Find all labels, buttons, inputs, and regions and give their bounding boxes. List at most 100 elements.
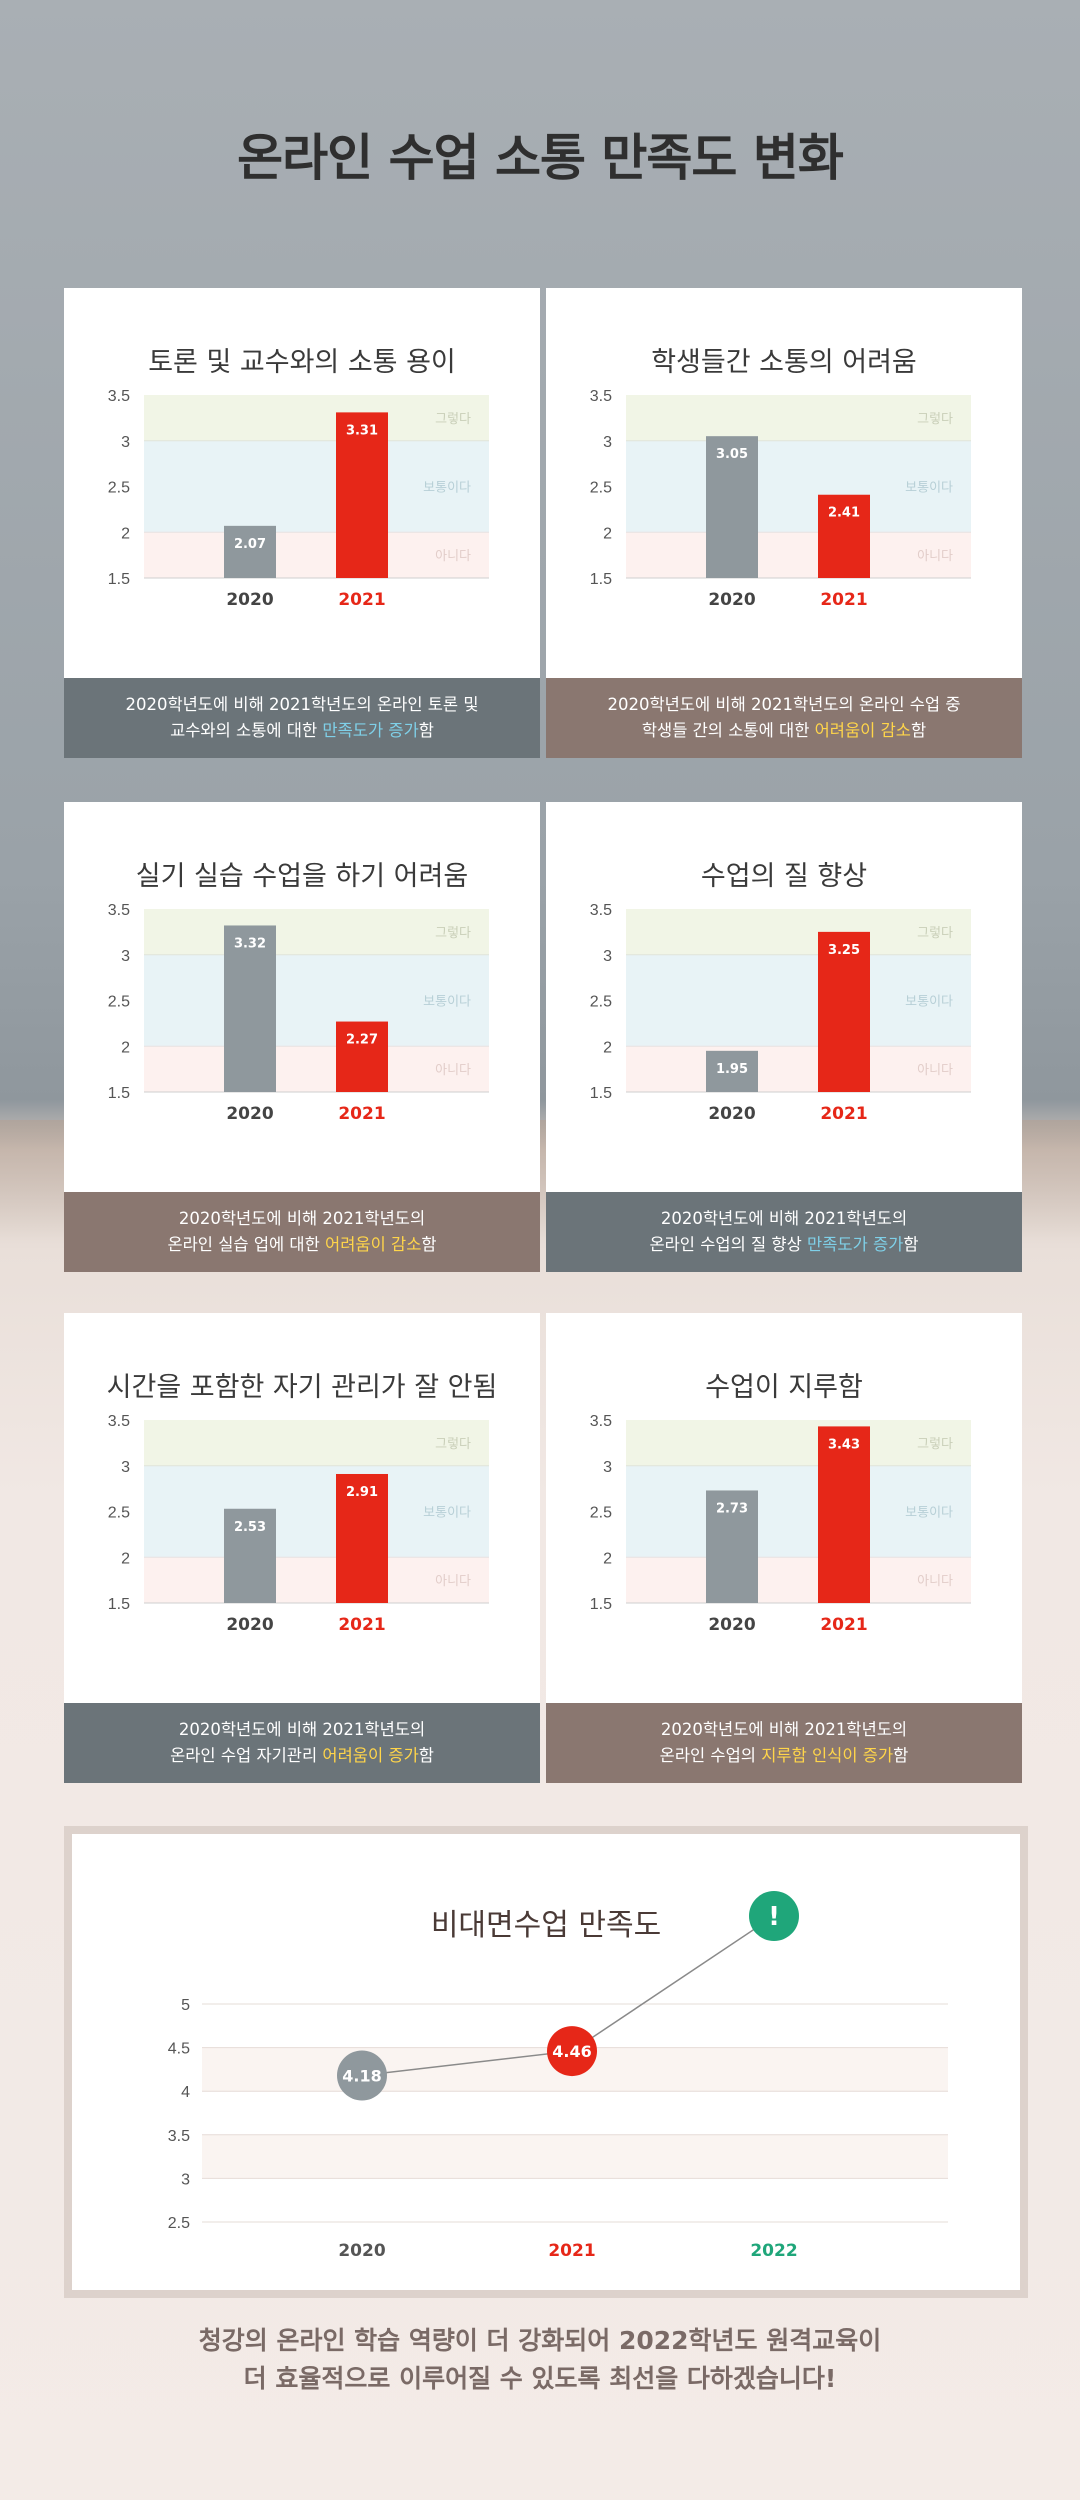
y-tick-label: 2 [121, 1550, 130, 1567]
chart-title: 학생들간 소통의 어려움 [651, 347, 917, 378]
y-tick-label: 3.5 [108, 388, 130, 405]
footer-pre: 온라인 수업의 [659, 1746, 762, 1765]
y-tick-label: 3.5 [590, 388, 612, 405]
y-tick-label: 2.5 [590, 994, 612, 1011]
bar-2020 [706, 1490, 758, 1603]
grid-band [202, 2134, 948, 2179]
bar-value-label: 1.95 [716, 1062, 748, 1077]
footer-highlight: 어려움이 감소 [814, 721, 911, 740]
x-tick-label: 2021 [338, 590, 385, 610]
bar-value-label: 3.05 [716, 447, 748, 462]
closing-message: 청강의 온라인 학습 역량이 더 강화되어 2022학년도 원격교육이 더 효율… [0, 2322, 1080, 2398]
y-tick-label: 1.5 [590, 571, 612, 588]
footer-highlight: 어려움이 증가 [322, 1746, 419, 1765]
y-tick-label: 3 [181, 2171, 190, 2188]
band-label-neutral: 보통이다 [423, 995, 471, 1010]
x-tick-label: 2020 [226, 1104, 273, 1124]
band-label-agree: 그렇다 [435, 412, 471, 427]
band-agree [144, 1420, 489, 1466]
chart-title: 토론 및 교수와의 소통 용이 [148, 347, 456, 378]
chart-footer: 2020학년도에 비해 2021학년도의 온라인 수업 자기관리 어려움이 증가… [64, 1703, 540, 1783]
y-tick-label: 5 [181, 1997, 190, 2014]
band-label-disagree: 아니다 [435, 549, 471, 564]
chart-card-self-management: 시간을 포함한 자기 관리가 잘 안됨 그렇다 보통이다 아니다 1.5 2 2.5 3 3.… [64, 1313, 540, 1783]
y-tick-label: 3 [603, 434, 612, 451]
bar-value-label: 2.07 [234, 537, 266, 552]
point-2020 [337, 2050, 387, 2101]
footer-line1: 2020학년도에 비해 2021학년도의 [178, 1209, 426, 1228]
band-label-agree: 그렇다 [917, 1437, 953, 1452]
line-chart: 2.5 3 3.5 4 4.5 5 4.18 2020 4.46 2021! 2022 [168, 1891, 948, 2261]
footer-post: 함 [910, 721, 927, 740]
band-neutral [144, 954, 489, 1047]
y-tick-label: 1.5 [108, 1085, 130, 1102]
chart-card-discussion: 토론 및 교수와의 소통 용이 그렇다 보통이다 아니다 1.5 2 2.5 3 3.5 2.0… [64, 288, 540, 758]
footer-post: 함 [893, 1746, 909, 1765]
footer-pre: 온라인 수업의 질 향상 [649, 1235, 808, 1254]
y-tick-label: 3 [603, 1459, 612, 1476]
band-label-disagree: 아니다 [917, 549, 953, 564]
footer-pre: 온라인 수업 자기관리 [170, 1746, 323, 1765]
y-tick-label: 1.5 [590, 1085, 612, 1102]
y-tick-label: 2 [603, 525, 612, 542]
band-neutral [626, 440, 971, 533]
point-2021 [547, 2026, 597, 2077]
bar-2021 [818, 1426, 870, 1603]
page-title: 온라인 수업 소통 만족도 변화 [0, 118, 1080, 190]
exclamation-icon: ! [768, 1902, 780, 1932]
band-disagree [144, 1046, 489, 1092]
closing-line1: 청강의 온라인 학습 역량이 더 강화되어 2022학년도 원격교육이 [198, 2326, 882, 2355]
footer-pre: 학생들 간의 소통에 대한 [641, 721, 815, 740]
y-tick-label: 3 [121, 1459, 130, 1476]
footer-post: 함 [418, 721, 434, 740]
band-label-neutral: 보통이다 [423, 1506, 471, 1521]
band-agree [626, 395, 971, 441]
bar-2020 [706, 436, 758, 578]
x-tick-label: 2021 [820, 1104, 867, 1124]
y-tick-label: 2.5 [590, 1505, 612, 1522]
x-tick-label: 2021 [820, 1615, 867, 1635]
y-tick-label: 2 [603, 1550, 612, 1567]
y-tick-label: 1.5 [590, 1596, 612, 1613]
x-tick-label: 2022 [750, 2241, 797, 2261]
y-tick-label: 2.5 [108, 480, 130, 497]
bar-2021 [336, 412, 388, 578]
bar-2020 [706, 1050, 758, 1092]
band-agree [626, 1420, 971, 1466]
closing-line2: 더 효율적으로 이루어질 수 있도록 최선을 다하겠습니다! [243, 2364, 837, 2393]
footer-highlight: 지루함 인식이 증가 [761, 1746, 894, 1765]
y-tick-label: 3 [121, 434, 130, 451]
band-label-neutral: 보통이다 [905, 995, 953, 1010]
x-tick-label: 2020 [708, 1615, 755, 1635]
line-chart-title: 비대면수업 만족도 [430, 1908, 662, 1943]
chart-footer: 2020학년도에 비해 2021학년도의 온라인 수업의 지루함 인식이 증가함 [546, 1703, 1022, 1783]
y-tick-label: 3.5 [108, 1413, 130, 1430]
footer-post: 함 [418, 1746, 434, 1765]
point-value-label: 4.18 [342, 2067, 381, 2086]
band-label-neutral: 보통이다 [905, 481, 953, 496]
bar-value-label: 3.32 [234, 936, 266, 951]
footer-highlight: 만족도가 증가 [322, 721, 419, 740]
band-agree [144, 909, 489, 955]
x-tick-label: 2020 [708, 1104, 755, 1124]
band-disagree [626, 532, 971, 578]
band-neutral [144, 440, 489, 533]
bar-2020 [224, 1508, 276, 1603]
band-label-agree: 그렇다 [917, 926, 953, 941]
band-label-agree: 그렇다 [435, 926, 471, 941]
y-tick-label: 1.5 [108, 1596, 130, 1613]
bar-value-label: 3.43 [828, 1437, 860, 1452]
band-neutral [626, 954, 971, 1047]
footer-pre: 교수와의 소통에 대한 [170, 721, 323, 740]
footer-highlight: 만족도가 증가 [807, 1235, 904, 1254]
bar-value-label: 2.41 [828, 506, 860, 521]
footer-line1: 2020학년도에 비해 2021학년도의 [178, 1720, 426, 1739]
band-label-disagree: 아니다 [917, 1574, 953, 1589]
chart-title: 수업의 질 향상 [700, 861, 868, 892]
footer-line1: 2020학년도에 비해 2021학년도의 [660, 1720, 908, 1739]
band-label-agree: 그렇다 [917, 412, 953, 427]
bar-value-label: 3.25 [828, 943, 860, 958]
